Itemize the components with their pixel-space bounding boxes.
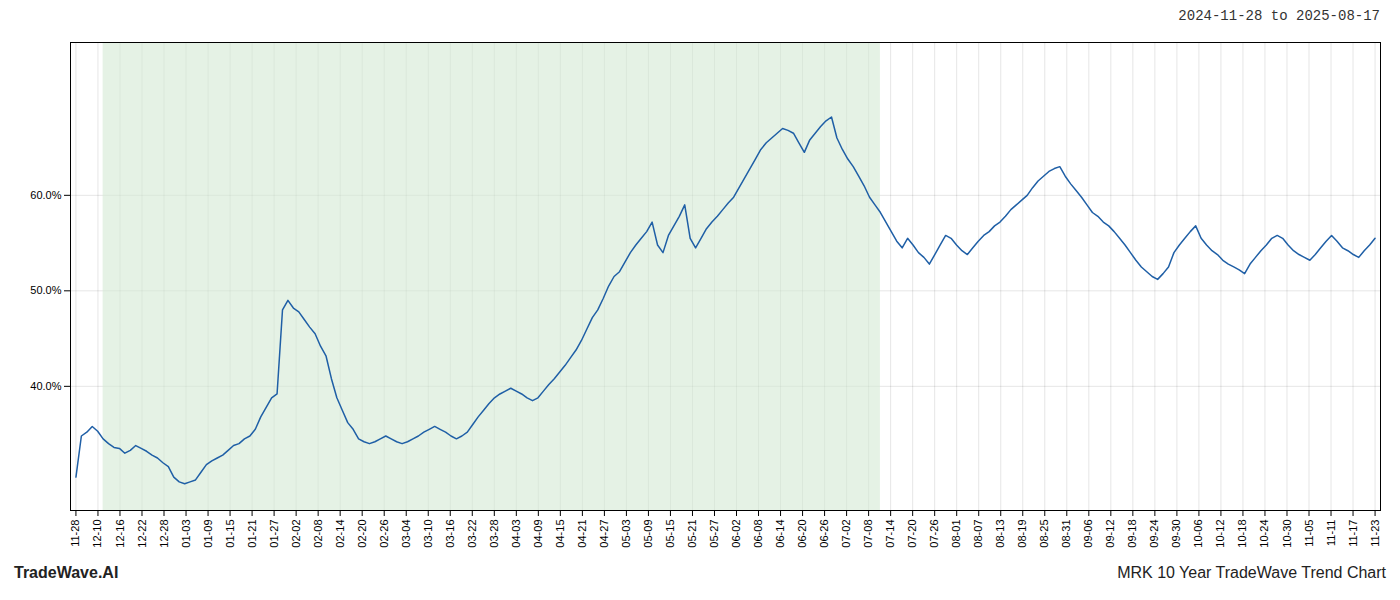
svg-text:09-18: 09-18 (1126, 520, 1138, 548)
svg-text:07-08: 07-08 (862, 520, 874, 548)
svg-text:10-06: 10-06 (1192, 520, 1204, 548)
svg-text:06-20: 06-20 (796, 520, 808, 548)
svg-text:11-17: 11-17 (1347, 520, 1359, 547)
svg-text:03-28: 03-28 (488, 520, 500, 548)
svg-text:07-02: 07-02 (840, 520, 852, 548)
svg-text:09-06: 09-06 (1082, 520, 1094, 548)
svg-text:09-24: 09-24 (1148, 520, 1160, 548)
svg-text:10-24: 10-24 (1258, 520, 1270, 548)
svg-text:02-26: 02-26 (378, 520, 390, 548)
svg-text:06-08: 06-08 (752, 520, 764, 548)
svg-text:60.0%: 60.0% (30, 189, 61, 201)
svg-text:11-11: 11-11 (1325, 520, 1337, 547)
svg-text:07-14: 07-14 (884, 520, 896, 548)
svg-text:02-02: 02-02 (290, 520, 302, 548)
svg-text:04-15: 04-15 (554, 520, 566, 548)
svg-text:06-26: 06-26 (818, 520, 830, 548)
svg-text:08-25: 08-25 (1038, 520, 1050, 548)
svg-text:40.0%: 40.0% (30, 380, 61, 392)
svg-text:04-27: 04-27 (598, 520, 610, 548)
svg-text:06-02: 06-02 (730, 520, 742, 548)
svg-text:02-20: 02-20 (356, 520, 368, 548)
svg-text:02-08: 02-08 (312, 520, 324, 548)
svg-text:07-20: 07-20 (906, 520, 918, 548)
svg-text:08-31: 08-31 (1060, 520, 1072, 548)
svg-text:11-05: 11-05 (1303, 520, 1315, 547)
svg-text:01-27: 01-27 (268, 520, 280, 548)
svg-text:11-28: 11-28 (69, 520, 81, 547)
svg-text:05-27: 05-27 (708, 520, 720, 548)
svg-text:07-26: 07-26 (928, 520, 940, 548)
svg-text:05-21: 05-21 (686, 520, 698, 548)
svg-text:01-15: 01-15 (224, 520, 236, 548)
svg-text:03-10: 03-10 (422, 520, 434, 548)
svg-text:50.0%: 50.0% (30, 284, 61, 296)
svg-text:08-19: 08-19 (1016, 520, 1028, 548)
svg-text:02-14: 02-14 (334, 520, 346, 548)
svg-text:05-09: 05-09 (642, 520, 654, 548)
svg-text:06-14: 06-14 (774, 520, 786, 548)
svg-text:08-07: 08-07 (972, 520, 984, 548)
svg-text:03-04: 03-04 (400, 520, 412, 548)
svg-text:03-22: 03-22 (466, 520, 478, 548)
svg-text:08-13: 08-13 (994, 520, 1006, 548)
svg-text:05-03: 05-03 (620, 520, 632, 548)
svg-text:09-12: 09-12 (1104, 520, 1116, 548)
svg-text:05-15: 05-15 (664, 520, 676, 548)
svg-text:10-12: 10-12 (1214, 520, 1226, 548)
svg-text:10-30: 10-30 (1281, 520, 1293, 548)
svg-text:12-10: 12-10 (91, 520, 103, 548)
svg-text:09-30: 09-30 (1170, 520, 1182, 548)
html-text:TradeWave.AI: TradeWave.AI (14, 564, 119, 581)
svg-text:03-16: 03-16 (444, 520, 456, 548)
html-text:MRK 10 Year TradeWave Trend Ch: MRK 10 Year TradeWave Trend Chart (1117, 564, 1386, 581)
svg-text:04-09: 04-09 (532, 520, 544, 548)
svg-text:04-21: 04-21 (576, 520, 588, 548)
svg-text:12-16: 12-16 (113, 520, 125, 548)
svg-text:11-23: 11-23 (1369, 520, 1381, 547)
html-text:2024-11-28 to 2025-08-17: 2024-11-28 to 2025-08-17 (1178, 8, 1380, 24)
svg-text:08-01: 08-01 (950, 520, 962, 548)
svg-text:01-21: 01-21 (246, 520, 258, 548)
svg-text:10-18: 10-18 (1236, 520, 1248, 548)
svg-text:12-28: 12-28 (158, 520, 170, 548)
svg-text:12-22: 12-22 (136, 520, 148, 548)
svg-text:04-03: 04-03 (510, 520, 522, 548)
svg-text:01-09: 01-09 (202, 520, 214, 548)
svg-text:01-03: 01-03 (180, 520, 192, 548)
